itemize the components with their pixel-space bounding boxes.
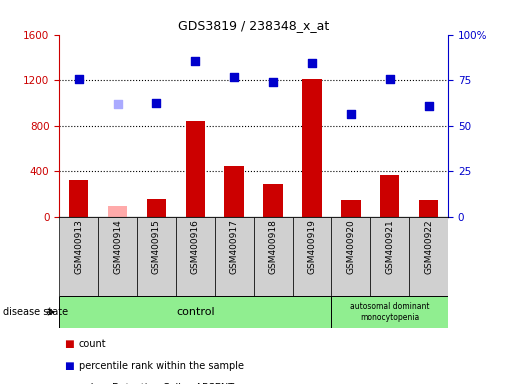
Bar <box>225 166 244 217</box>
Point <box>191 58 199 64</box>
Text: GSM400915: GSM400915 <box>152 219 161 274</box>
Bar <box>108 205 127 217</box>
Text: GSM400921: GSM400921 <box>385 219 394 274</box>
Text: GSM400914: GSM400914 <box>113 219 122 274</box>
Bar <box>302 79 322 217</box>
Bar <box>215 217 253 296</box>
Bar <box>59 296 332 328</box>
Point <box>347 111 355 118</box>
Bar <box>176 217 215 296</box>
Bar <box>419 200 438 217</box>
Text: GSM400916: GSM400916 <box>191 219 200 274</box>
Bar <box>253 217 293 296</box>
Bar <box>332 217 370 296</box>
Title: GDS3819 / 238348_x_at: GDS3819 / 238348_x_at <box>178 19 329 32</box>
Text: GSM400920: GSM400920 <box>347 219 355 274</box>
Text: disease state: disease state <box>3 307 67 317</box>
Bar <box>147 199 166 217</box>
Text: GSM400913: GSM400913 <box>74 219 83 274</box>
Text: control: control <box>176 307 215 317</box>
Bar <box>341 200 360 217</box>
Bar <box>185 121 205 217</box>
Text: GSM400918: GSM400918 <box>269 219 278 274</box>
Bar <box>409 217 448 296</box>
Point <box>113 101 122 107</box>
Bar <box>69 180 89 217</box>
Text: GSM400917: GSM400917 <box>230 219 238 274</box>
Text: GSM400922: GSM400922 <box>424 219 433 274</box>
Text: value, Detection Call = ABSENT: value, Detection Call = ABSENT <box>79 383 234 384</box>
Text: percentile rank within the sample: percentile rank within the sample <box>79 361 244 371</box>
Bar <box>380 175 400 217</box>
Point <box>308 60 316 66</box>
Bar <box>98 217 137 296</box>
Point <box>269 79 277 86</box>
Point <box>152 100 161 106</box>
Bar <box>293 217 332 296</box>
Point <box>75 76 83 82</box>
Point <box>386 76 394 82</box>
Text: count: count <box>79 339 107 349</box>
Text: ■: ■ <box>64 361 74 371</box>
Text: ■: ■ <box>64 339 74 349</box>
Point <box>424 103 433 109</box>
Text: autosomal dominant
monocytopenia: autosomal dominant monocytopenia <box>350 302 430 322</box>
Bar <box>370 217 409 296</box>
Point <box>230 74 238 80</box>
Bar <box>263 184 283 217</box>
Bar <box>59 217 98 296</box>
Text: GSM400919: GSM400919 <box>307 219 316 274</box>
Bar <box>137 217 176 296</box>
Bar <box>332 296 448 328</box>
Text: ■: ■ <box>64 383 74 384</box>
